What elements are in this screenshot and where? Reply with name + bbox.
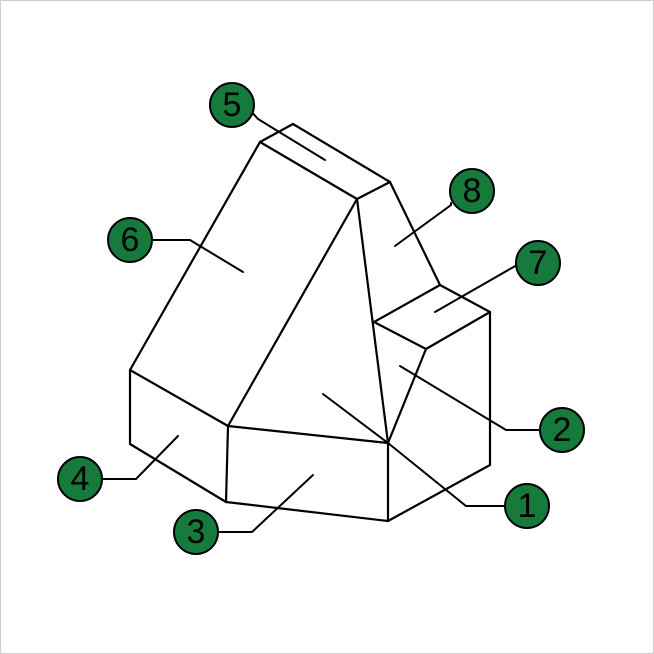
- leader-8: [394, 202, 452, 247]
- center-ridge-edge: [355, 197, 390, 445]
- badge-4: 4: [57, 456, 103, 502]
- badge-5-circle: [209, 82, 255, 128]
- badge-5-label: 5: [223, 86, 242, 124]
- badge-1-label: 1: [518, 487, 537, 525]
- leader-6: [152, 239, 244, 273]
- lower-left-face: [128, 368, 230, 504]
- small-block-top: [372, 283, 492, 351]
- leader-1: [322, 393, 519, 507]
- leader-2: [399, 365, 541, 431]
- badge-4-label: 4: [71, 460, 90, 498]
- badge-8-circle: [449, 168, 495, 214]
- sloped-left-face: [128, 140, 359, 428]
- object-edges: [128, 122, 492, 523]
- top-ridge-face: [258, 122, 392, 201]
- badge-8: 8: [449, 168, 495, 214]
- badge-7: 7: [515, 240, 561, 286]
- small-block-right-face: [386, 310, 492, 523]
- lower-front-face: [224, 424, 390, 523]
- badge-7-label: 7: [529, 244, 548, 282]
- badge-7-circle: [515, 240, 561, 286]
- small-block-slant-edge: [386, 347, 428, 445]
- badge-6-circle: [107, 217, 153, 263]
- leader-3: [209, 474, 314, 533]
- badge-1-circle: [504, 483, 550, 529]
- badge-6: 6: [107, 217, 153, 263]
- badge-1: 1: [504, 483, 550, 529]
- badge-3-label: 3: [187, 513, 206, 551]
- leader-4: [102, 435, 179, 480]
- sloped-right-face: [388, 180, 442, 287]
- badge-4-circle: [57, 456, 103, 502]
- badge-2-label: 2: [553, 411, 572, 449]
- badge-8-label: 8: [463, 172, 482, 210]
- badge-3: 3: [173, 509, 219, 555]
- badge-2-circle: [539, 407, 585, 453]
- leader-5: [247, 107, 326, 161]
- badge-3-circle: [173, 509, 219, 555]
- badge-5: 5: [209, 82, 255, 128]
- badge-6-label: 6: [121, 221, 140, 259]
- leader-lines: [102, 107, 541, 533]
- badge-2: 2: [539, 407, 585, 453]
